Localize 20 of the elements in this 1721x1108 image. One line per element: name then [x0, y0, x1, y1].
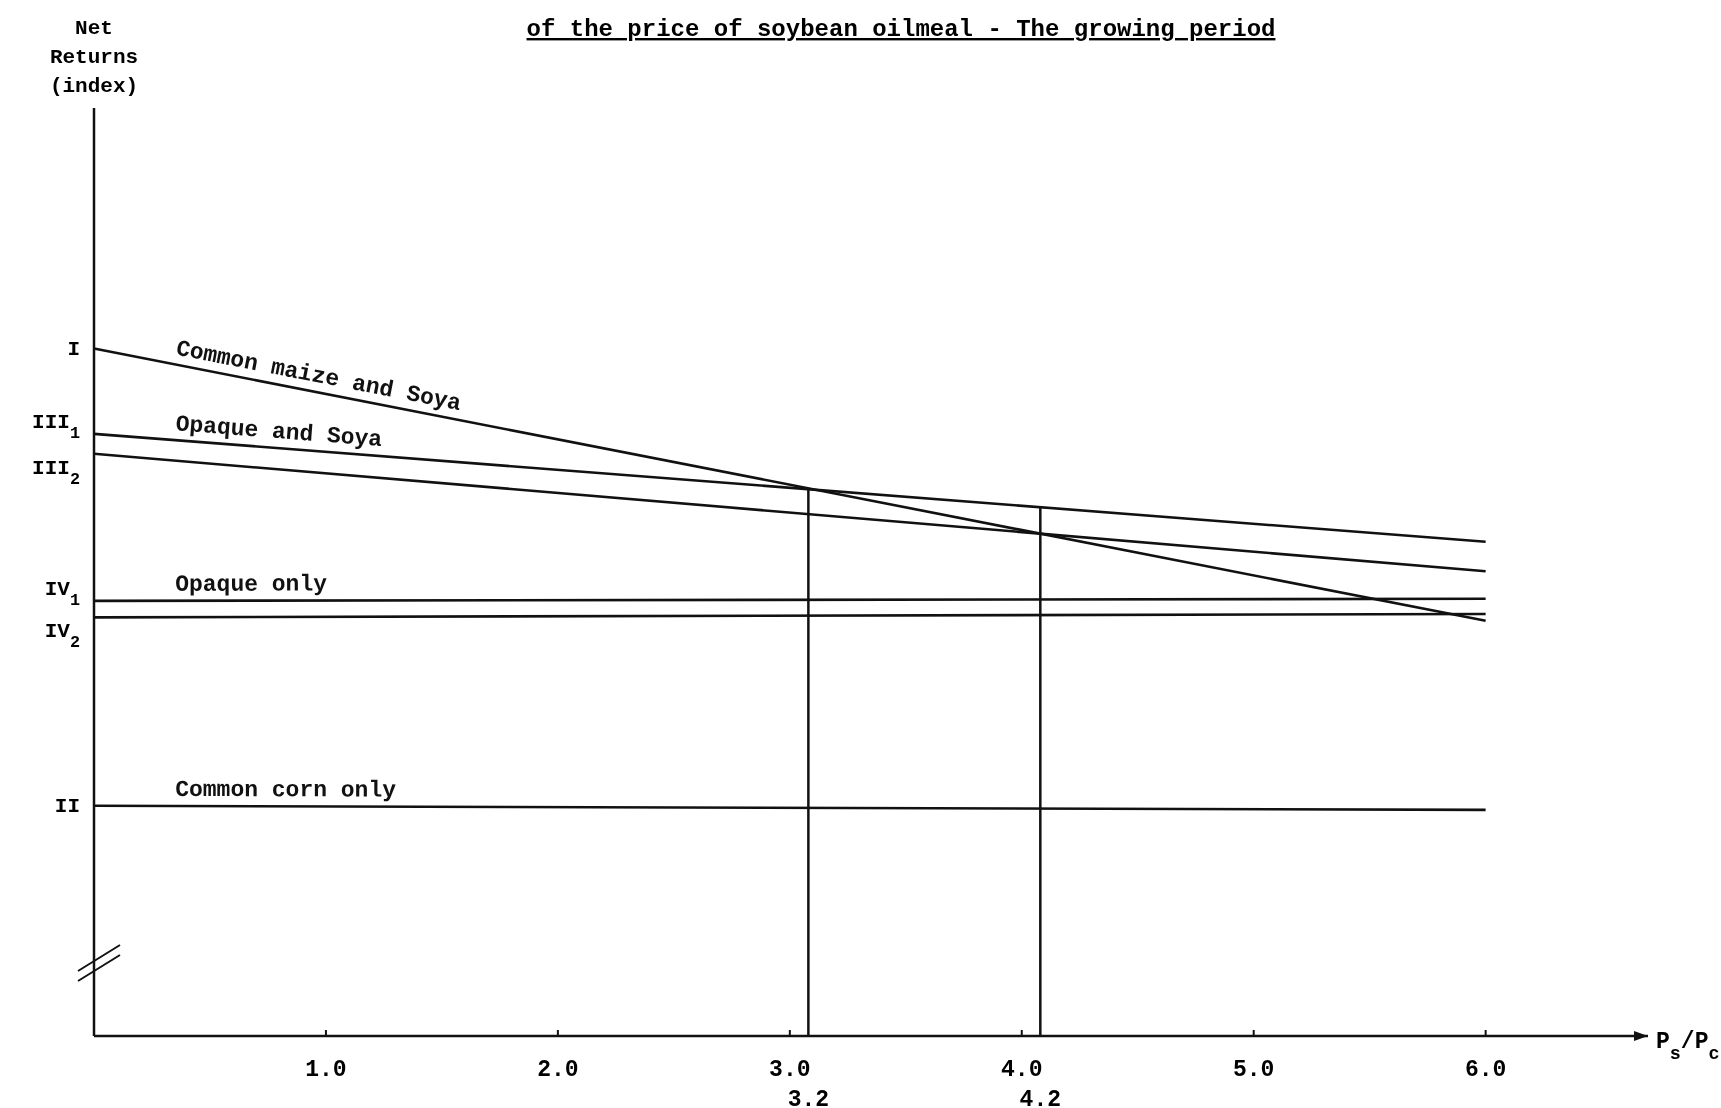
chart-title: of the price of soybean oilmeal - The growing period	[526, 16, 1276, 43]
text: Net Returns (index)	[49, 17, 139, 98]
text: 3.2	[787, 1087, 830, 1108]
x-tick-label: 2.0	[537, 1057, 579, 1083]
text: II	[54, 794, 80, 818]
x-axis-title: P$_{s}$/P$_{c}$	[1656, 1029, 1720, 1065]
x-tick-label: 6.0	[1464, 1057, 1507, 1083]
x-tick-label: 4.0	[1001, 1057, 1043, 1083]
series-label: Opaque only	[175, 571, 328, 598]
text: 4.2	[1019, 1087, 1062, 1108]
text: IV$_{1}$	[44, 577, 80, 610]
text: III$_{2}$	[32, 456, 80, 489]
series-label: Common corn only	[175, 776, 397, 804]
x-tick-label: 5.0	[1232, 1057, 1275, 1083]
text: IV$_{2}$	[44, 620, 80, 652]
x-tick-label: 3.0	[769, 1057, 811, 1083]
text: III$_{1}$	[32, 410, 80, 443]
series-label: Opaque and Soya	[174, 411, 384, 454]
x-tick-label: 1.0	[305, 1057, 347, 1083]
text: I	[67, 337, 80, 361]
